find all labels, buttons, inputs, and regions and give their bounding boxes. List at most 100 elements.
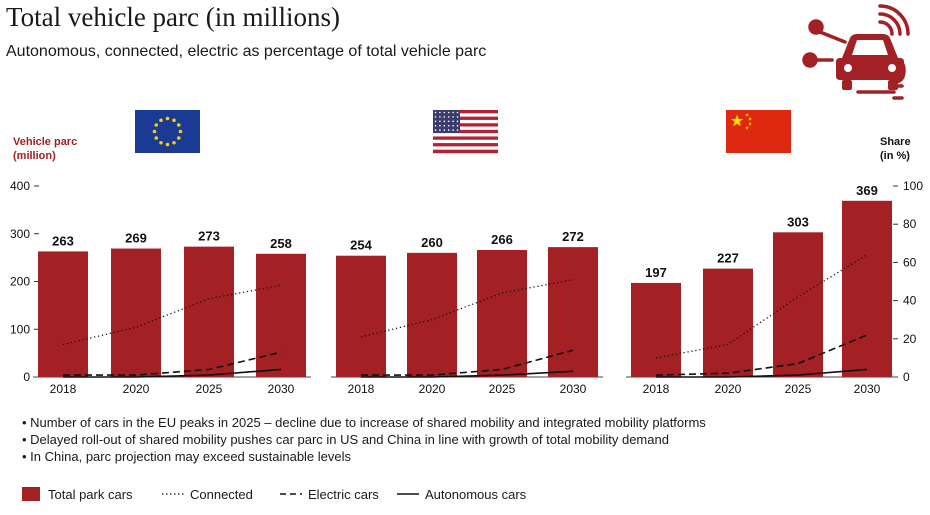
eu-star: [176, 123, 181, 127]
us-star: [447, 129, 450, 131]
car-body-shape: [836, 34, 904, 90]
bar: [842, 200, 892, 377]
us-stripe: [433, 110, 498, 114]
us-star: [434, 116, 437, 118]
right-axis-tick-label: 80: [903, 217, 917, 231]
right-axis-tick-label: 60: [903, 255, 917, 269]
bar: [631, 282, 681, 377]
series-line-connected: [655, 254, 868, 359]
legend-label-electric: Electric cars: [308, 486, 379, 502]
eu-star: [154, 123, 159, 127]
us-stripe: [433, 119, 498, 124]
bar-value-label: 258: [270, 236, 292, 251]
china-star: [748, 122, 752, 126]
left-axis-label-line2: (million): [13, 150, 56, 162]
series-line-electric-cars: [361, 349, 574, 376]
us-star: [439, 116, 441, 118]
note-item: • Number of cars in the EU peaks in 2025…: [22, 415, 706, 430]
us-star: [452, 111, 454, 114]
note-item: • In China, parc projection may exceed s…: [22, 449, 352, 464]
bar-value-label: 303: [787, 214, 809, 229]
legend-label-connected: Connected: [190, 486, 253, 502]
legend-item-bars: Total park cars: [22, 486, 133, 502]
bar-value-label: 369: [856, 183, 878, 198]
eu-star: [172, 118, 176, 123]
bar: [548, 247, 598, 377]
left-axis-label-line1: Vehicle parc: [13, 136, 77, 148]
x-tick-label: 2018: [348, 382, 375, 396]
x-tick-label: 2020: [715, 382, 742, 396]
us-star: [439, 111, 441, 114]
series-line-electric-cars: [655, 334, 868, 376]
bar: [336, 255, 386, 377]
x-tick-label: 2020: [123, 382, 150, 396]
us-star: [452, 116, 454, 118]
us-star: [452, 129, 454, 131]
eu-star: [165, 142, 170, 147]
legend-swatch-bars: [22, 487, 40, 501]
china-flag-icon: [726, 110, 791, 153]
left-axis-tick-label: 0: [23, 370, 30, 384]
us-star: [456, 116, 459, 118]
china-star: [745, 126, 749, 130]
china-star: [745, 113, 749, 117]
us-star: [447, 111, 450, 114]
bar-value-label: 269: [125, 231, 147, 246]
note-text: Number of cars in the EU peaks in 2025 –…: [30, 415, 706, 430]
us-stripe: [433, 149, 498, 154]
us-star: [447, 120, 450, 123]
us-star: [443, 120, 446, 123]
eu-star: [176, 136, 181, 140]
vehicle-parc-chart: Vehicle parc (million) Share (in %) 0 100…: [10, 4, 923, 396]
series-line-connected: [62, 284, 282, 346]
us-stripe: [433, 146, 498, 150]
eu-star: [165, 116, 170, 121]
us-star: [443, 116, 446, 118]
x-tick-label: 2025: [196, 382, 223, 396]
us-stripe: [433, 116, 498, 121]
left-axis-tick-label: 300: [10, 227, 30, 241]
us-stripe: [433, 139, 498, 144]
bar: [111, 248, 161, 377]
eu-star: [154, 136, 159, 140]
note-text: Delayed roll-out of shared mobility push…: [30, 432, 669, 447]
right-axis-tick-label: 0: [903, 370, 910, 384]
us-star: [443, 124, 446, 127]
panel-us: 254 2018 260 2020 266 2025 272 2030: [331, 229, 603, 396]
left-axis-tick-label: 100: [10, 322, 30, 336]
legend-swatch-connected: [162, 493, 184, 495]
legend-label-autonomous: Autonomous cars: [425, 486, 527, 502]
us-star: [456, 120, 459, 123]
right-axis-tick-label: 20: [903, 332, 917, 346]
x-tick-label: 2018: [643, 382, 670, 396]
bar: [703, 268, 753, 377]
us-stripe: [433, 126, 498, 131]
us-star: [456, 124, 459, 127]
legend-label-bars: Total park cars: [48, 486, 133, 502]
series-line-autonomous-cars: [656, 368, 868, 378]
eu-star: [152, 129, 157, 134]
us-star: [447, 124, 450, 127]
us-star: [439, 129, 441, 131]
eu-star: [172, 140, 176, 145]
us-stripe: [433, 143, 498, 147]
us-stripe: [433, 133, 498, 137]
series-line-autonomous-cars: [63, 368, 282, 378]
us-star: [439, 124, 441, 127]
right-axis-tick-label: 100: [903, 179, 923, 193]
bar: [477, 249, 527, 377]
x-tick-label: 2030: [268, 382, 295, 396]
left-axis-tick-label: 400: [10, 179, 30, 193]
us-star: [434, 120, 437, 123]
bar: [256, 253, 306, 377]
legend-item-connected: Connected: [162, 486, 253, 502]
bar: [184, 246, 234, 377]
right-axis-label-line1: Share: [880, 136, 911, 148]
series-line-autonomous-cars: [361, 370, 574, 378]
eu-star: [178, 129, 183, 134]
us-star: [434, 124, 437, 127]
page-subtitle: Autonomous, connected, electric as perce…: [6, 43, 487, 60]
bar-value-label: 266: [491, 232, 513, 247]
left-axis-tick-label: 200: [10, 275, 30, 289]
series-line-connected: [360, 278, 574, 338]
